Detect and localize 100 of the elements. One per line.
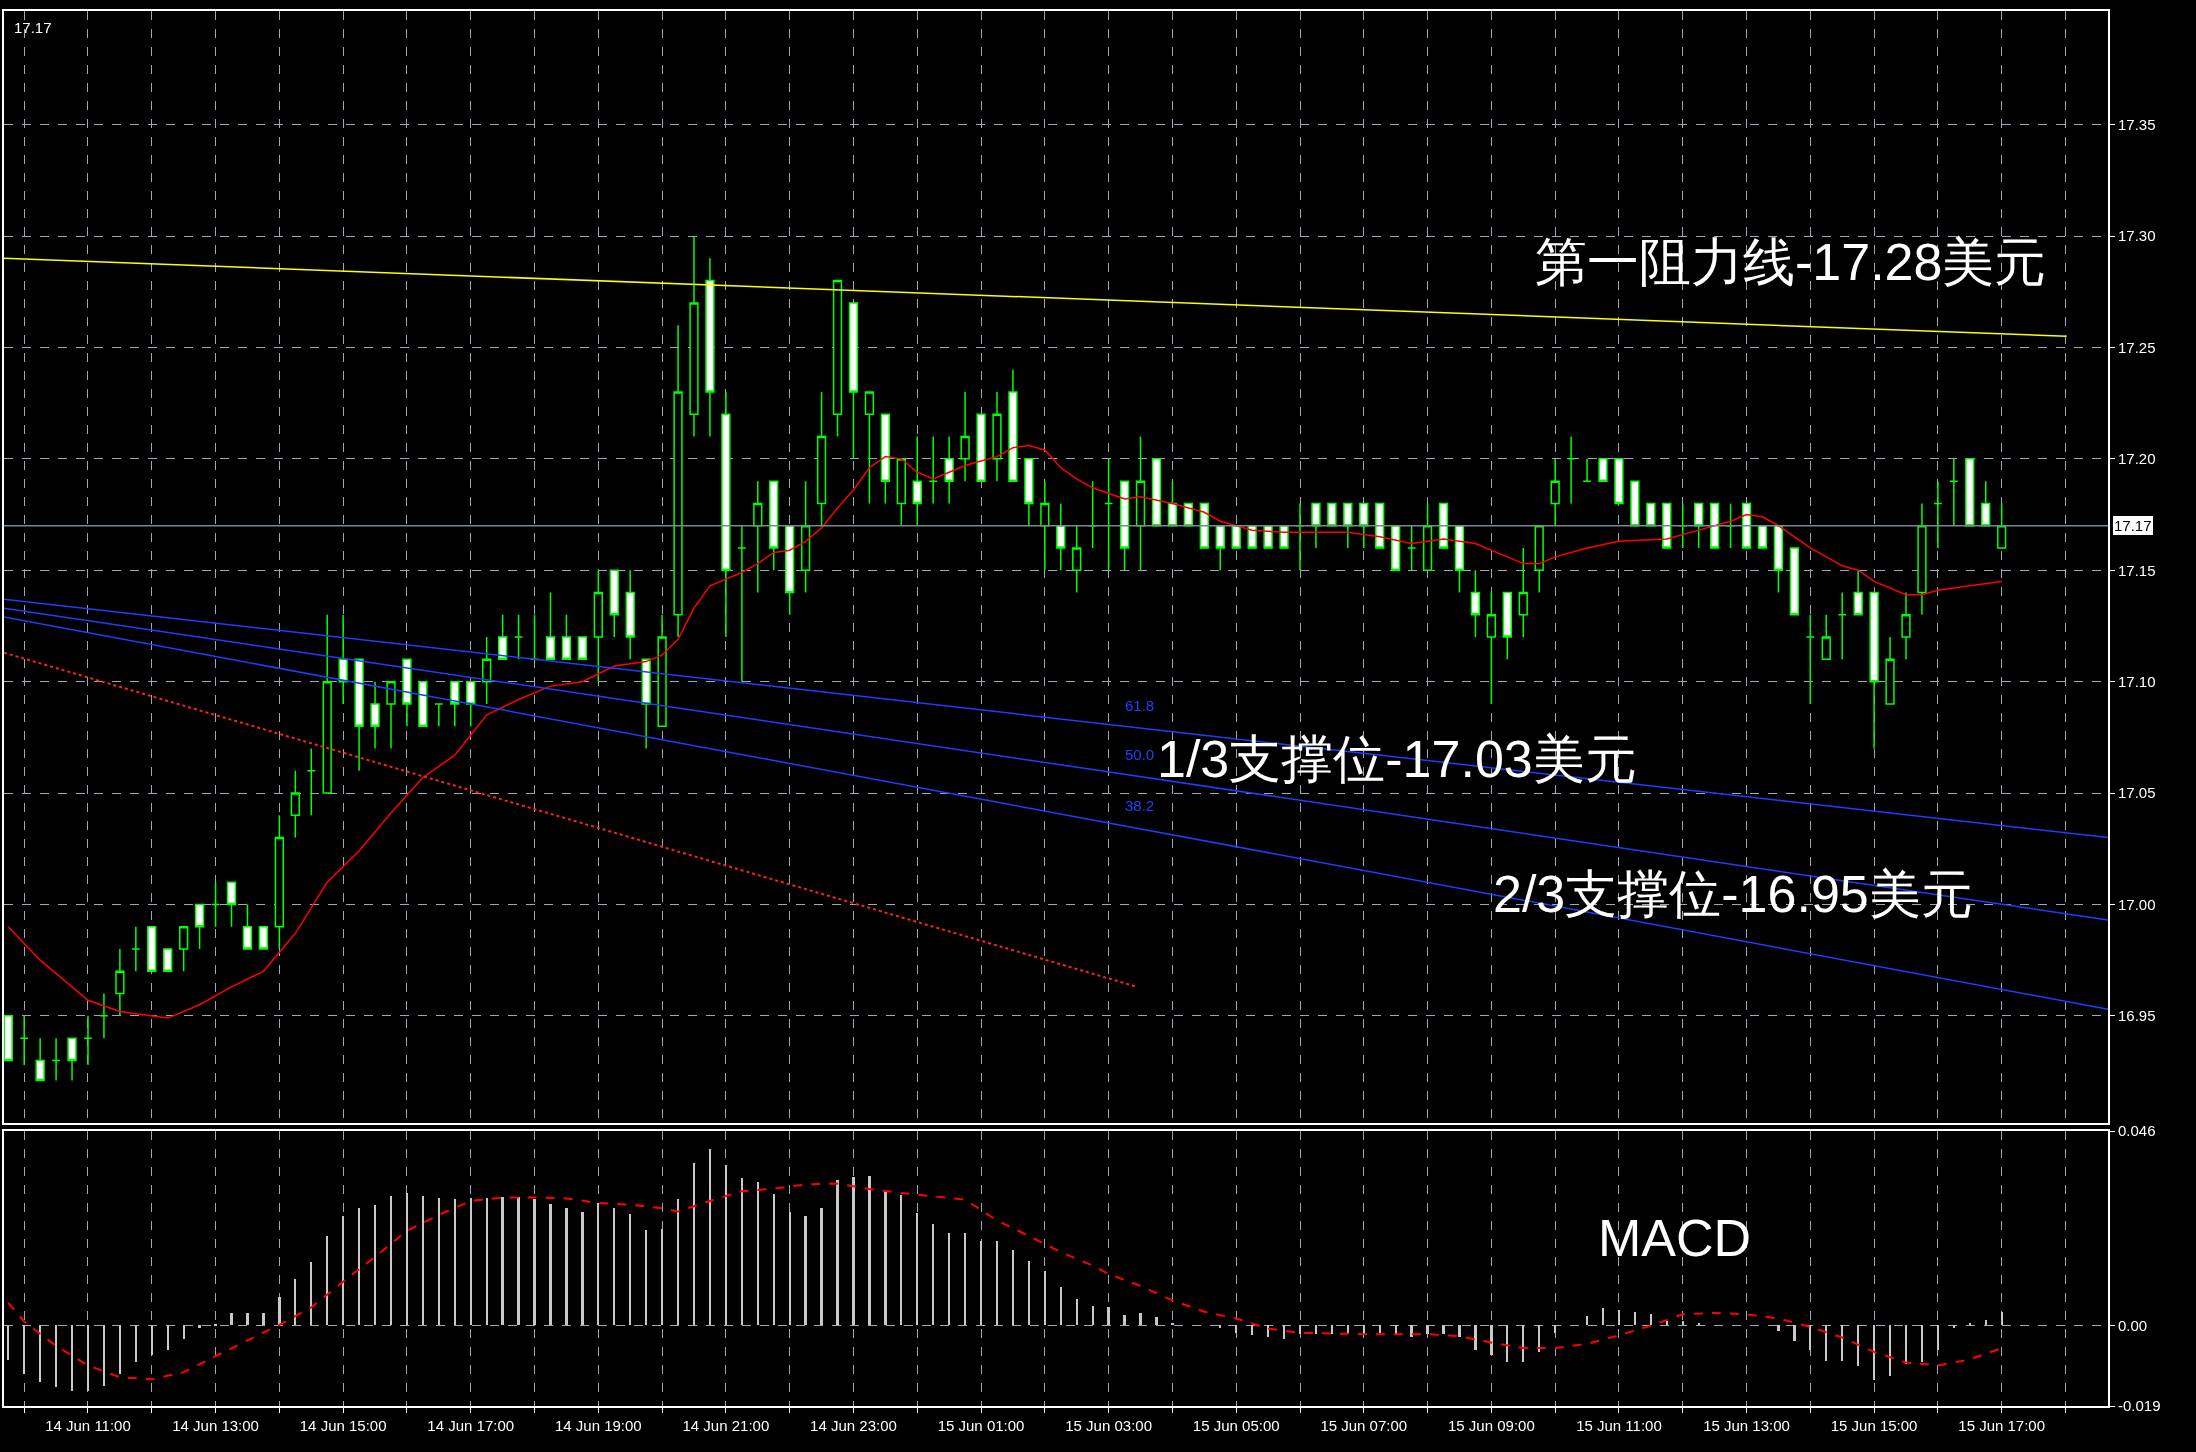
candlestick [1694,502,1704,549]
candlestick [1151,458,1162,527]
candlestick [482,636,492,705]
y-tick-label: 16.95 [2118,1007,2156,1025]
candlestick [147,925,157,973]
bar [135,1325,137,1363]
candlestick [402,658,412,727]
bar [1905,1325,1907,1365]
bar [1666,1321,1668,1326]
bar [980,1241,982,1326]
bar [87,1325,89,1392]
bar [230,1313,233,1326]
bar [1458,1325,1461,1338]
candlestick [1119,480,1130,571]
candlestick [274,814,285,950]
annotation: 61.8 [1125,697,1155,714]
bar [55,1325,57,1388]
candlestick [689,235,699,438]
candlestick [577,636,588,661]
bar [183,1325,185,1340]
bar [1969,1323,1971,1326]
bar [549,1204,552,1326]
candlestick [1311,502,1321,549]
bar [693,1163,695,1326]
bar [374,1205,376,1326]
bar [1841,1325,1843,1362]
candlestick [1486,591,1497,705]
candlestick [1853,569,1863,616]
ref-line-label: 17.17 [2114,517,2152,534]
candlestick [290,770,300,839]
bar [262,1313,265,1326]
bar [932,1224,934,1326]
bar [1953,1325,1955,1329]
bar [1937,1325,1939,1351]
candlestick [1454,524,1465,594]
candlestick [179,925,189,973]
x-tick-label: 15 Jun 01:00 [937,1417,1025,1434]
bar [1060,1287,1062,1326]
bar [422,1196,424,1326]
x-tick-label: 14 Jun 21:00 [682,1417,770,1434]
bar [310,1262,312,1326]
y-tick-label: 17.35 [2118,115,2156,133]
candlestick [992,391,1002,482]
bar [103,1325,105,1387]
candlestick [1056,502,1066,571]
y-tick-label: 0.00 [2118,1316,2148,1334]
candlestick [1630,480,1640,527]
candlestick [609,569,619,638]
bar [1235,1325,1237,1334]
candlestick [785,524,795,616]
candlestick [115,948,125,1017]
candlestick [51,1037,61,1082]
bar [1506,1325,1508,1363]
bar [358,1208,360,1326]
bar [900,1195,902,1326]
candlestick [194,903,205,950]
bar [454,1199,456,1326]
bar [1793,1325,1796,1342]
bar [1123,1315,1126,1326]
bar [1522,1325,1524,1363]
candlestick [1008,368,1018,482]
bar [1474,1325,1477,1351]
bar [486,1198,488,1326]
candlestick [1981,480,1991,527]
candlestick [896,458,906,527]
candlestick [1072,524,1082,594]
bar [1985,1320,1987,1326]
candlestick [1391,524,1401,571]
bar [741,1178,743,1326]
candlestick [928,435,938,505]
candlestick [1518,547,1528,638]
bar [1777,1325,1780,1332]
bar [916,1213,918,1326]
bar [294,1279,296,1326]
candlestick [1566,435,1576,505]
bar [1267,1325,1269,1338]
candlestick [1837,591,1847,661]
bar [868,1176,871,1326]
candlestick [1614,458,1624,505]
bar [1092,1306,1094,1326]
candlestick [210,881,221,928]
bar [1315,1325,1317,1335]
candlestick [1279,524,1289,549]
candlestick [497,614,508,661]
candlestick [163,948,173,973]
y-tick-label: 17.20 [2118,450,2156,468]
candlestick [418,680,428,727]
bar [804,1216,807,1326]
candlestick [625,569,635,661]
bar [1825,1325,1827,1362]
candlestick [912,435,922,527]
y-tick-label: 17.15 [2118,561,2156,579]
bar [1107,1307,1110,1326]
bar [1490,1325,1493,1356]
candlestick [976,413,986,482]
bar [677,1199,679,1326]
candlestick [1757,524,1768,549]
candlestick [1502,591,1512,661]
candlestick [848,302,859,460]
bar [613,1208,615,1326]
